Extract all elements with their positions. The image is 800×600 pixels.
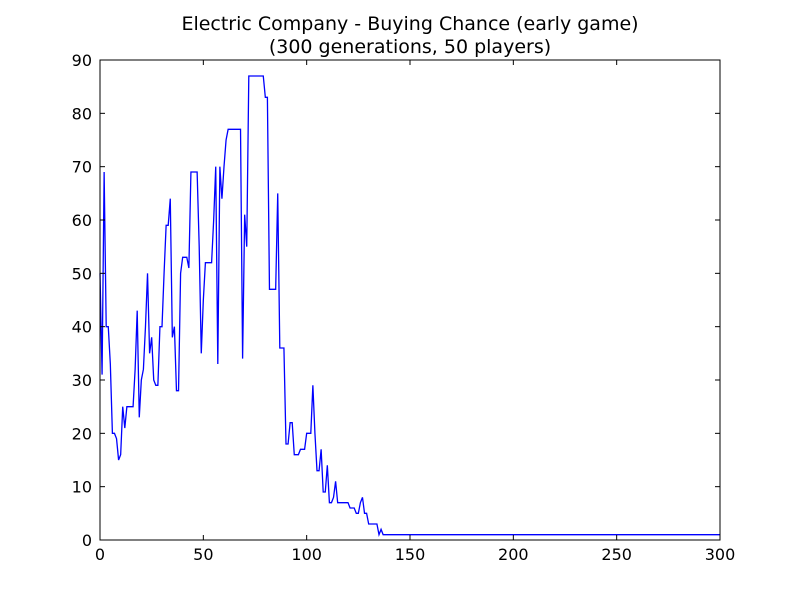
- y-tick-label: 50: [72, 264, 92, 283]
- x-tick-label: 250: [601, 545, 632, 564]
- y-tick-label: 90: [72, 51, 92, 70]
- x-tick-label: 50: [193, 545, 213, 564]
- series-line-0: [99, 75, 720, 538]
- y-tick-label: 20: [72, 424, 92, 443]
- y-tick-label: 30: [72, 371, 92, 390]
- plot-frame: [99, 59, 721, 541]
- x-tick-label: 150: [395, 545, 426, 564]
- plot-area: 0 50 100 150 200 250 300 0 10 20 30 40 50 60 70 80 90: [72, 51, 736, 564]
- y-tick-label: 60: [72, 211, 92, 230]
- y-tick-label: 70: [72, 158, 92, 177]
- y-tick-label: 0: [82, 531, 92, 550]
- x-tick-label: 100: [291, 545, 322, 564]
- chart-title: Electric Company - Buying Chance (early …: [181, 13, 638, 35]
- x-tick-label: 0: [95, 545, 105, 564]
- x-tick-label: 300: [705, 545, 736, 564]
- y-tick-label: 40: [72, 318, 92, 337]
- chart-subtitle: (300 generations, 50 players): [269, 36, 551, 58]
- y-tick-label: 80: [72, 104, 92, 123]
- y-tick-label: 10: [72, 478, 92, 497]
- x-tick-label: 200: [498, 545, 529, 564]
